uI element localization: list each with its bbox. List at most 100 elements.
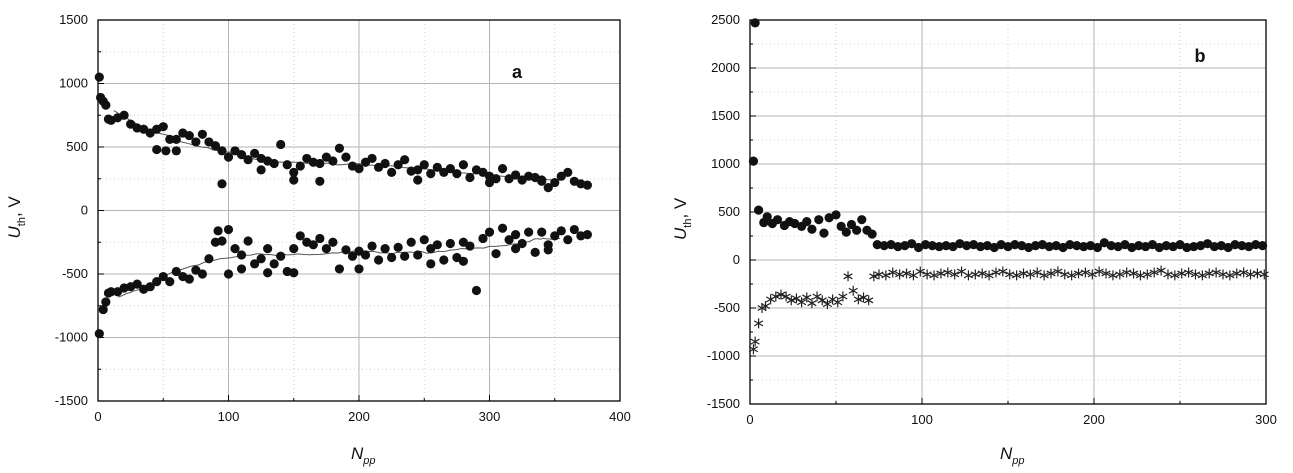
data-point-asterisk — [802, 292, 812, 303]
data-point — [334, 264, 345, 274]
data-point — [210, 141, 221, 151]
data-point — [831, 210, 841, 220]
y-axis-title: Uth, V — [5, 196, 28, 239]
data-point — [256, 165, 266, 175]
data-point — [315, 176, 325, 186]
data-point-asterisk — [1011, 270, 1022, 281]
data-point — [934, 241, 944, 252]
data-point — [413, 165, 423, 175]
data-point — [321, 244, 331, 254]
data-point — [452, 169, 462, 179]
data-point-asterisk — [1115, 269, 1125, 280]
data-point-asterisk — [864, 295, 874, 306]
data-point — [315, 158, 325, 169]
x-tick-label: 200 — [1083, 412, 1105, 427]
data-point — [94, 72, 104, 82]
data-point — [927, 241, 937, 251]
data-point — [276, 139, 286, 150]
data-point — [165, 277, 175, 287]
data-point — [341, 152, 351, 162]
data-point-asterisk — [984, 270, 994, 281]
x-tick-label: 100 — [218, 409, 240, 424]
data-point — [510, 170, 521, 180]
data-point — [119, 110, 129, 120]
data-point — [289, 244, 299, 254]
data-point — [537, 175, 547, 185]
data-point — [543, 183, 553, 193]
data-point-asterisk — [1197, 270, 1207, 281]
data-point — [223, 269, 234, 279]
data-point — [165, 134, 175, 144]
data-point — [867, 229, 877, 239]
y-tick-label: -1500 — [707, 396, 740, 411]
data-point — [217, 146, 227, 156]
data-point-asterisk — [812, 291, 822, 302]
data-point-asterisk — [817, 295, 827, 306]
y-tick-label: -1000 — [707, 348, 740, 363]
data-point — [132, 279, 142, 289]
data-point-asterisk — [1170, 270, 1180, 281]
data-point — [537, 227, 547, 237]
data-point — [748, 156, 759, 166]
data-point — [328, 237, 338, 247]
data-point — [1202, 239, 1213, 249]
data-point — [250, 148, 260, 158]
data-point — [256, 254, 266, 264]
data-point — [223, 224, 234, 235]
data-point — [400, 155, 410, 165]
x-axis-title: Npp — [1000, 444, 1025, 467]
data-point — [975, 241, 986, 252]
x-tick-label: 300 — [479, 409, 501, 424]
data-point — [872, 240, 882, 250]
data-point — [204, 254, 214, 264]
data-point-asterisk — [1259, 269, 1269, 280]
data-point — [197, 129, 207, 139]
y-tick-label: -500 — [714, 300, 740, 315]
data-point — [1161, 241, 1171, 251]
data-point — [550, 177, 560, 188]
data-point — [819, 228, 829, 238]
data-point-asterisk — [1225, 270, 1235, 281]
data-point — [250, 259, 260, 269]
data-point — [367, 241, 377, 251]
data-point-asterisk — [848, 285, 858, 296]
data-point — [269, 158, 279, 169]
data-point — [191, 137, 201, 147]
data-point — [217, 236, 227, 246]
data-point-asterisk — [977, 268, 987, 279]
y-tick-label: -500 — [62, 266, 88, 281]
data-point — [790, 218, 800, 229]
data-point — [98, 304, 108, 315]
data-point — [750, 18, 760, 28]
data-point — [413, 175, 423, 185]
data-point — [772, 215, 783, 225]
data-point — [1065, 240, 1075, 250]
data-point — [213, 226, 223, 236]
data-point — [1189, 241, 1199, 252]
data-point-asterisk — [796, 297, 807, 308]
data-point-asterisk — [1046, 268, 1056, 279]
data-point — [484, 177, 495, 188]
data-point — [426, 259, 436, 269]
data-point — [308, 240, 318, 250]
data-point — [807, 224, 817, 234]
data-point — [328, 156, 338, 166]
data-point — [269, 259, 279, 269]
panel-a: 0 100 200 300 400 -1500 -1000 -500 0 500 1000 1500 a… — [5, 12, 631, 467]
data-point-asterisk — [822, 299, 833, 310]
data-point — [484, 227, 495, 237]
data-point — [276, 251, 286, 261]
data-point-asterisk — [1032, 267, 1042, 278]
data-point — [1223, 242, 1233, 253]
data-point — [582, 230, 592, 240]
data-point — [373, 255, 384, 265]
data-point — [367, 153, 377, 164]
data-point — [419, 235, 429, 245]
data-point — [879, 241, 889, 251]
data-point — [445, 238, 455, 249]
data-point-asterisk — [1067, 270, 1077, 281]
data-point — [857, 215, 867, 225]
data-point — [920, 240, 931, 250]
data-point — [814, 215, 824, 225]
data-point-asterisk — [1128, 268, 1139, 279]
